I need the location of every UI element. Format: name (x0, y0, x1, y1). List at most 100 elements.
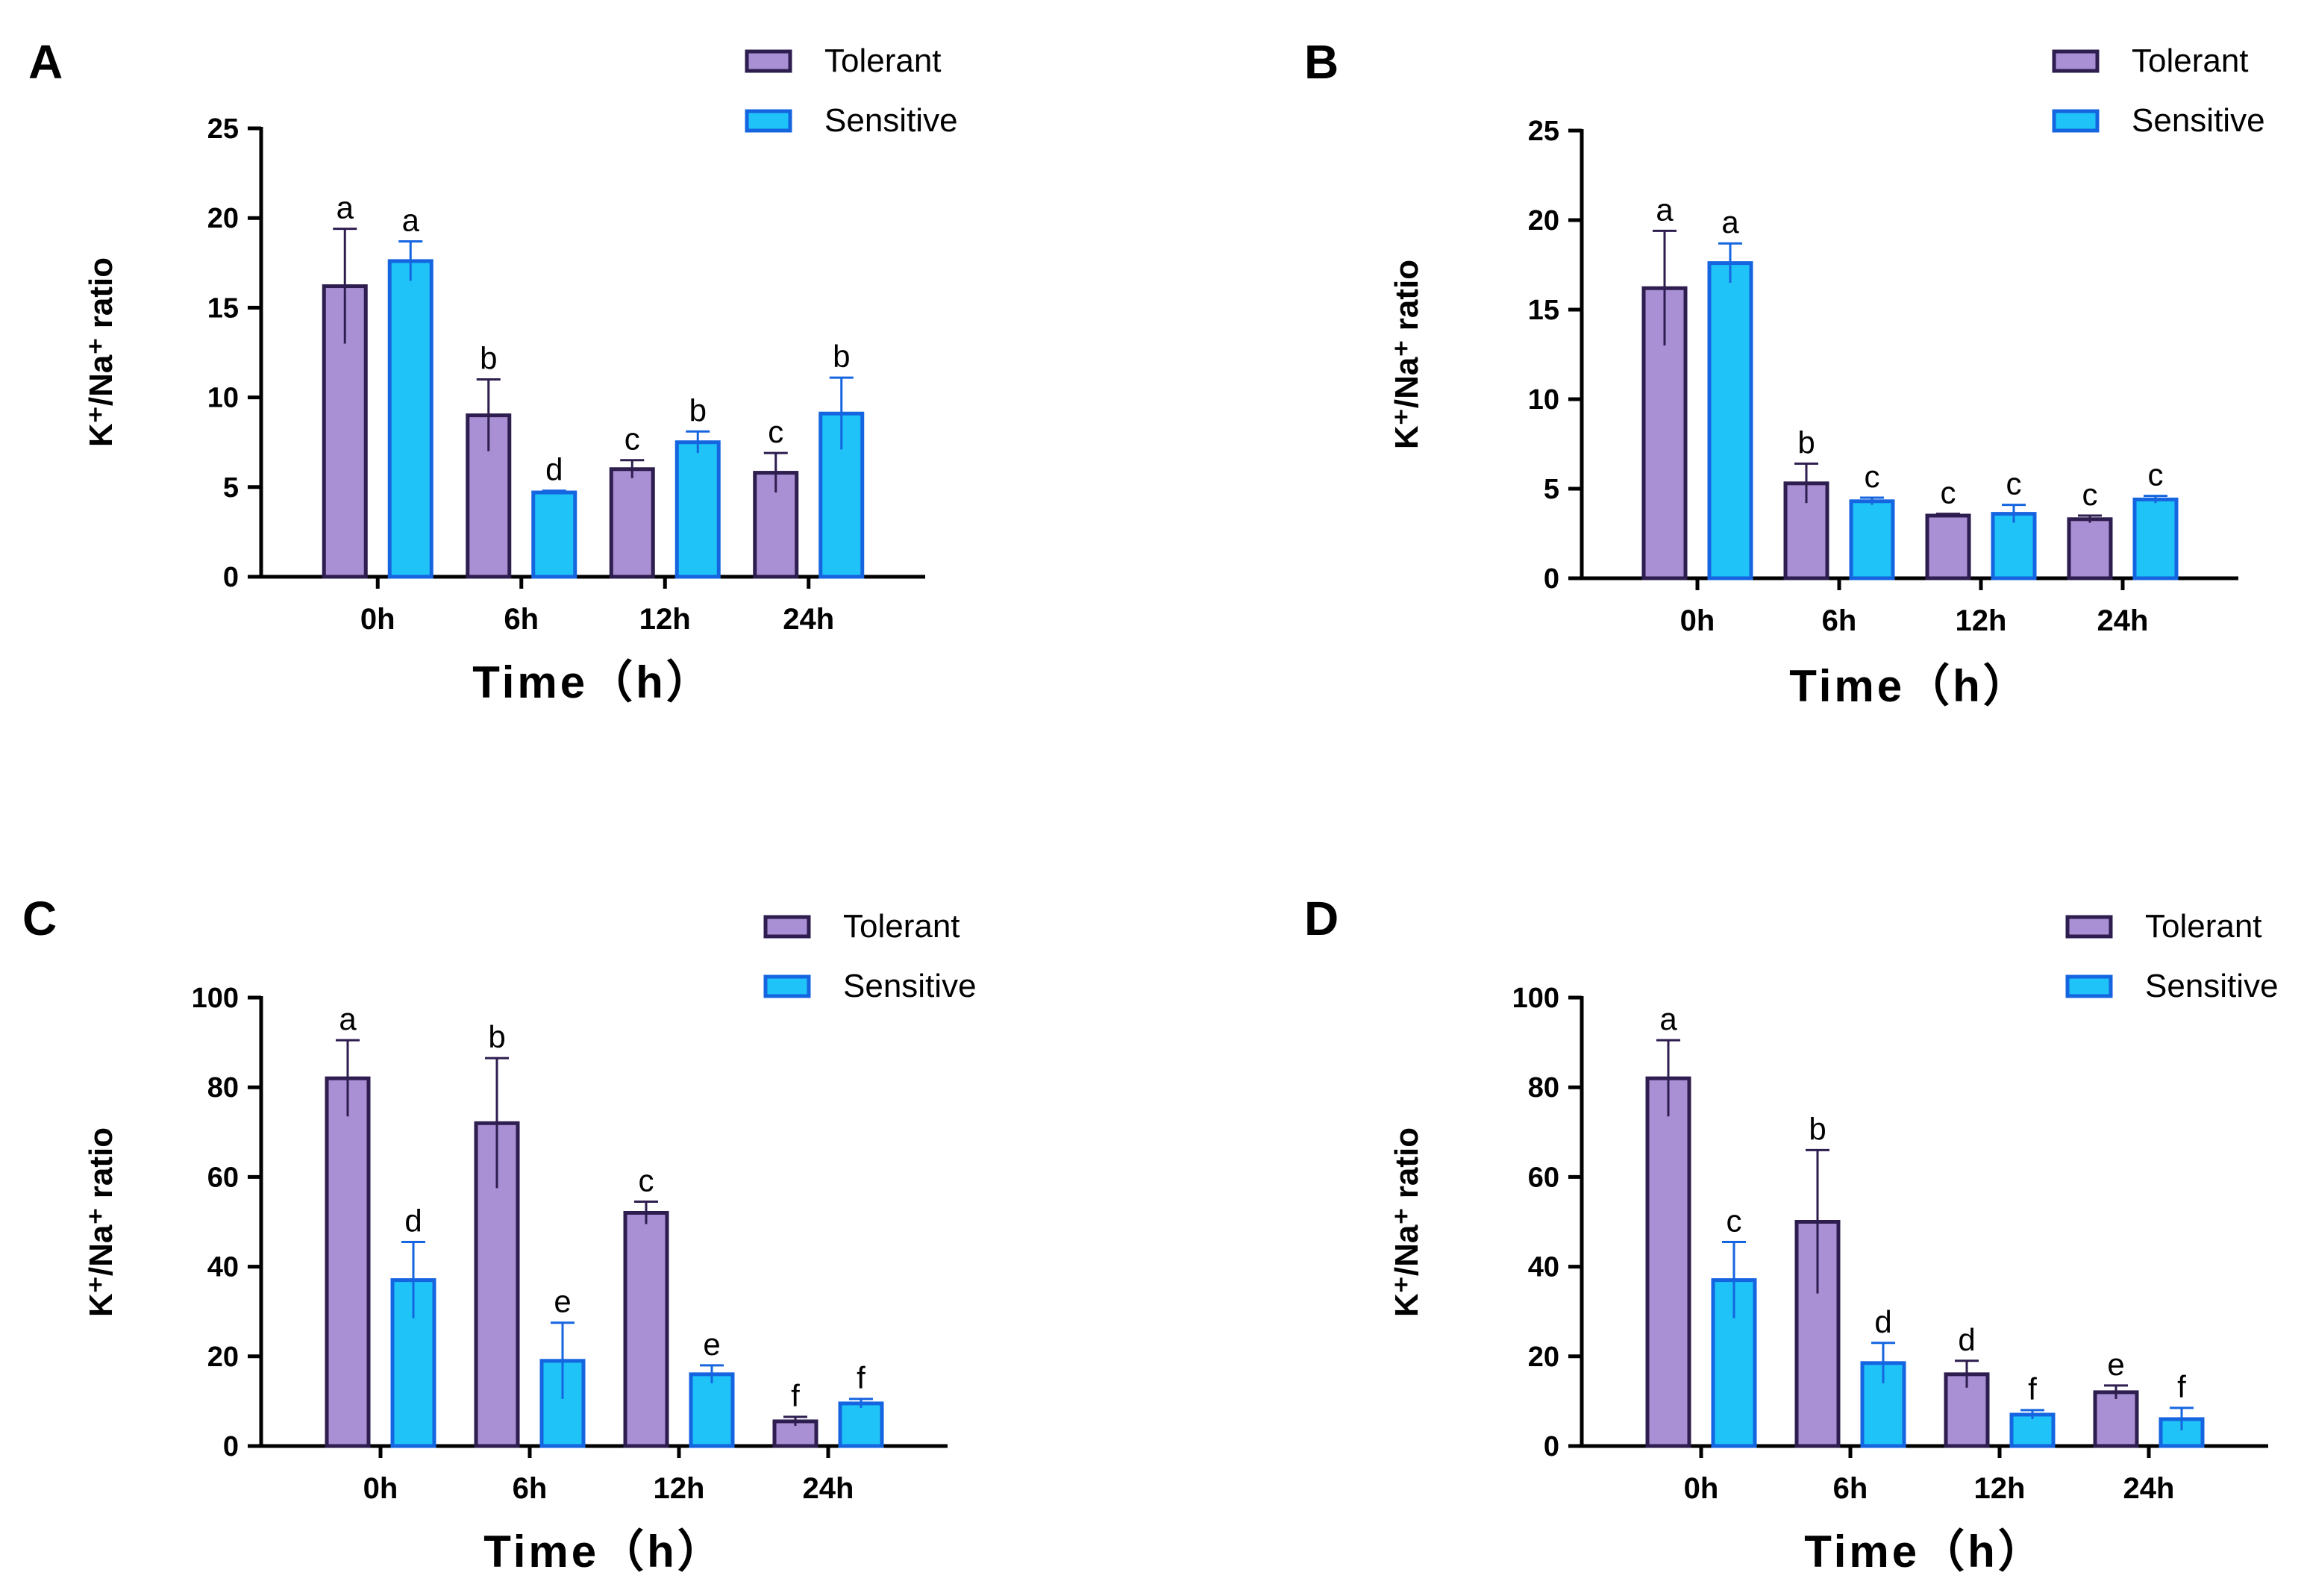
y-tick-label: 60 (1528, 1162, 1559, 1193)
significance-letter: f (791, 1378, 800, 1413)
y-tick-label: 25 (207, 113, 239, 145)
significance-letter: c (1941, 475, 1956, 510)
bar-tolerant-12h (623, 1210, 669, 1448)
y-tick-label: 0 (1544, 563, 1559, 595)
y-tick-label: 20 (1528, 1342, 1559, 1373)
y-tick-label: 40 (207, 1252, 239, 1283)
bar-sensitive-12h (674, 440, 721, 579)
significance-letter: a (339, 1001, 357, 1036)
y-tick-label: 5 (223, 472, 239, 504)
bar-tolerant-12h (609, 467, 655, 579)
bar-tolerant-12h (1925, 513, 1971, 580)
bar-sensitive-6h (539, 1359, 586, 1448)
significance-letter: d (545, 452, 563, 487)
panel-letter: A (28, 35, 63, 89)
significance-letter: c (639, 1162, 654, 1198)
legend-label-sensitive: Sensitive (2132, 102, 2265, 139)
x-tick-label: 6h (513, 1472, 548, 1505)
panel-letter: D (1304, 892, 1339, 945)
x-tick-label: 12h (654, 1472, 705, 1505)
legend-swatch-tolerant (763, 915, 811, 939)
significance-letter: e (2107, 1347, 2124, 1382)
y-tick-label: 15 (1528, 295, 1559, 326)
significance-letter: c (1865, 459, 1880, 494)
y-tick-label: 100 (192, 983, 239, 1014)
bar-sensitive-12h (1991, 512, 2037, 580)
bar-sensitive-6h (1849, 499, 1895, 580)
legend-swatch-sensitive (2052, 109, 2100, 133)
significance-letter: d (1958, 1322, 1975, 1357)
panel-a: A 0 5 10 15 20 25 K⁺/Na⁺ ratio Time（h） 0h a a 6h b d 12… (28, 35, 958, 707)
y-tick-label: 0 (223, 562, 239, 593)
bar-sensitive-0h (387, 259, 433, 579)
significance-letter: a (1659, 1001, 1677, 1036)
x-tick-label: 24h (783, 603, 834, 636)
y-tick-label: 60 (207, 1162, 239, 1193)
legend-swatch-tolerant (2065, 915, 2113, 939)
legend-label-tolerant: Tolerant (2145, 908, 2262, 945)
y-axis-label: K⁺/Na⁺ ratio (1389, 1127, 1425, 1317)
x-tick-label: 6h (1822, 604, 1857, 637)
significance-letter: c (2148, 457, 2164, 492)
bar-sensitive-0h (1707, 261, 1753, 580)
bar-tolerant-24h (2093, 1390, 2139, 1448)
panel-d: D 0 20 40 60 80 100 K⁺/Na⁺ ratio Time（h） 0h a c 6h b d… (1304, 892, 2279, 1577)
y-axis-label: K⁺/Na⁺ ratio (83, 1127, 119, 1317)
significance-letter: e (703, 1327, 720, 1362)
significance-letter: f (2028, 1371, 2037, 1406)
y-tick-label: 25 (1528, 116, 1559, 147)
x-tick-label: 0h (363, 1472, 398, 1505)
significance-letter: b (833, 339, 850, 374)
x-tick-label: 12h (1956, 604, 2007, 637)
y-tick-label: 0 (223, 1431, 239, 1462)
x-axis-label: Time（h） (483, 1527, 725, 1577)
x-tick-label: 24h (2097, 604, 2149, 637)
significance-letter: c (2006, 466, 2022, 501)
panel-c: C 0 20 40 60 80 100 K⁺/Na⁺ ratio Time（h） 0h a d 6h b e… (22, 892, 977, 1577)
significance-letter: b (1809, 1111, 1826, 1146)
legend-label-tolerant: Tolerant (824, 43, 942, 79)
bar-sensitive-6h (531, 490, 577, 579)
significance-letter: c (1727, 1204, 1742, 1239)
x-axis-label: Time（h） (472, 657, 714, 707)
bar-tolerant-0h (325, 1076, 371, 1448)
y-tick-label: 0 (1544, 1431, 1559, 1462)
legend-swatch-sensitive (763, 974, 811, 998)
x-tick-label: 12h (639, 603, 691, 636)
y-tick-label: 80 (1528, 1072, 1559, 1104)
significance-letter: d (404, 1204, 422, 1239)
bar-sensitive-12h (689, 1372, 735, 1448)
x-tick-label: 0h (1684, 1472, 1719, 1505)
x-tick-label: 12h (1974, 1472, 2026, 1505)
y-tick-label: 40 (1528, 1252, 1559, 1283)
legend-swatch-sensitive (2065, 974, 2113, 998)
panel-letter: C (22, 892, 57, 945)
x-tick-label: 0h (360, 603, 395, 636)
significance-letter: f (857, 1360, 865, 1395)
y-tick-label: 20 (207, 203, 239, 234)
x-axis-label: Time（h） (1789, 661, 2031, 711)
significance-letter: b (1797, 425, 1815, 460)
x-tick-label: 24h (2123, 1472, 2175, 1505)
legend-label-sensitive: Sensitive (2145, 968, 2279, 1004)
bar-tolerant-24h (2067, 517, 2113, 580)
y-tick-label: 10 (1528, 384, 1559, 416)
y-tick-label: 10 (207, 383, 239, 414)
y-axis-label: K⁺/Na⁺ ratio (1389, 260, 1425, 449)
x-tick-label: 6h (504, 603, 539, 636)
bar-sensitive-24h (2132, 497, 2179, 580)
y-tick-label: 15 (207, 292, 239, 324)
bar-sensitive-24h (2159, 1417, 2205, 1448)
significance-letter: c (624, 422, 640, 457)
x-tick-label: 24h (803, 1472, 854, 1505)
bar-tolerant-0h (1645, 1076, 1691, 1448)
significance-letter: b (689, 392, 707, 428)
significance-letter: a (336, 190, 354, 225)
legend-label-tolerant: Tolerant (2132, 43, 2249, 79)
significance-letter: a (1721, 204, 1739, 240)
significance-letter: c (768, 414, 783, 449)
y-tick-label: 20 (207, 1342, 239, 1373)
significance-letter: a (402, 202, 420, 237)
legend-label-tolerant: Tolerant (843, 908, 960, 945)
